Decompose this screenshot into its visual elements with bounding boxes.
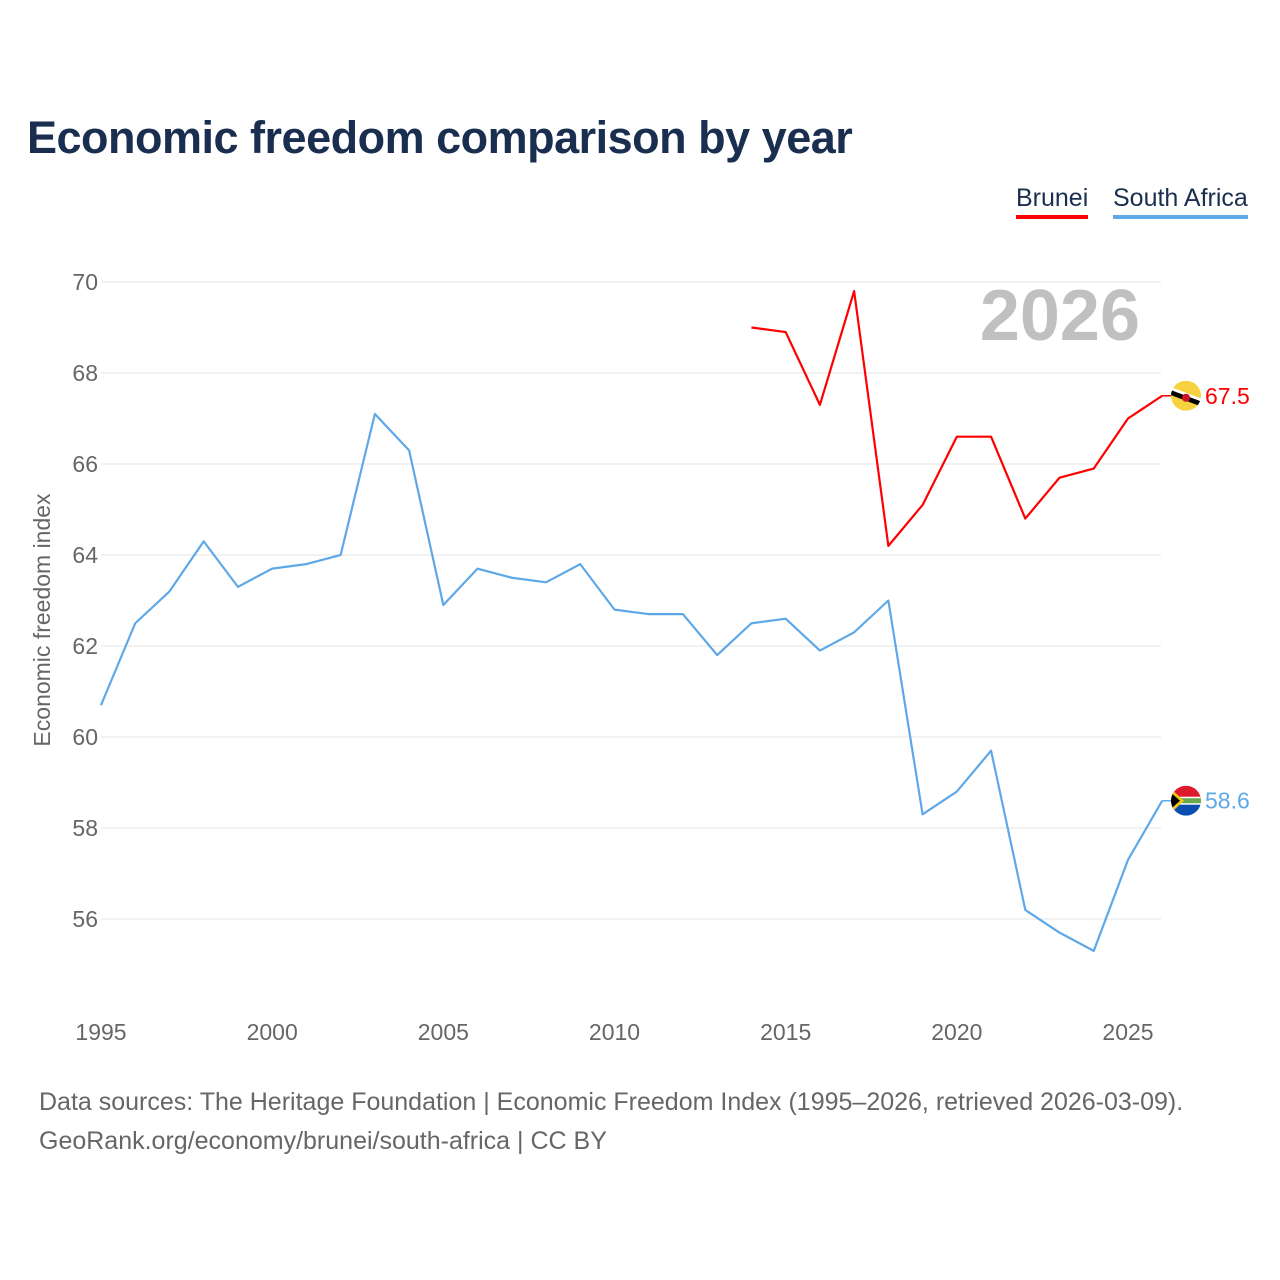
y-tick-label: 66 [72,451,98,477]
y-tick-label: 68 [72,360,98,386]
y-tick-label: 62 [72,633,98,659]
x-tick-label: 2020 [931,1019,982,1045]
y-tick-label: 56 [72,906,98,932]
chart-title: Economic freedom comparison by year [27,112,853,163]
x-tick-label: 2015 [760,1019,811,1045]
x-tick-label: 2005 [418,1019,469,1045]
x-tick-label: 2025 [1102,1019,1153,1045]
end-value-label: 58.6 [1205,788,1250,814]
y-axis-label: Economic freedom index [29,493,55,747]
legend-south-africa[interactable]: South Africa [1113,184,1248,219]
year-label: 2026 [980,276,1140,356]
y-tick-label: 64 [72,542,98,568]
legend-brunei[interactable]: Brunei [1016,184,1089,219]
south-africa-flag-icon [1171,785,1201,816]
brunei-flag-icon [1171,380,1201,411]
footer-sources: Data sources: The Heritage Foundation | … [39,1088,1184,1116]
y-tick-label: 58 [72,815,98,841]
y-tick-label: 70 [72,269,98,295]
x-tick-label: 1995 [75,1019,126,1045]
series-line-south-africa [99,412,1164,952]
footer-credit: GeoRank.org/economy/brunei/south-africa … [39,1127,607,1155]
x-tick-label: 2000 [247,1019,298,1045]
end-value-label: 67.5 [1205,383,1250,409]
x-tick-label: 2010 [589,1019,640,1045]
y-tick-label: 60 [72,724,98,750]
